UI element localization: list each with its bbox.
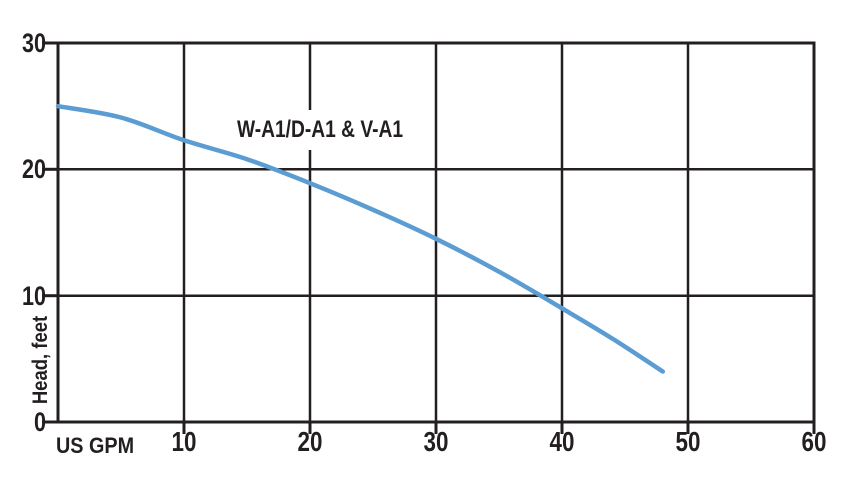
x-tick-label: 60 (801, 426, 827, 457)
y-axis-title: Head, feet (29, 315, 52, 405)
curve-series-label: W-A1/D-A1 & V-A1 (229, 110, 411, 150)
pump-curve (55, 103, 666, 374)
y-tick-label: 30 (21, 28, 46, 58)
x-tick-label: 10 (171, 426, 197, 457)
y-tick-label: 0 (33, 407, 46, 437)
y-tick-label: 10 (21, 281, 46, 311)
plot-border (56, 41, 816, 424)
x-tick-label: 20 (297, 426, 323, 457)
x-tick-label: 50 (675, 426, 701, 457)
x-axis-unit-label: US GPM (56, 433, 135, 458)
y-tick-label: 20 (21, 154, 46, 184)
x-tick-label: 40 (549, 426, 575, 457)
x-tick-label: 30 (423, 426, 449, 457)
